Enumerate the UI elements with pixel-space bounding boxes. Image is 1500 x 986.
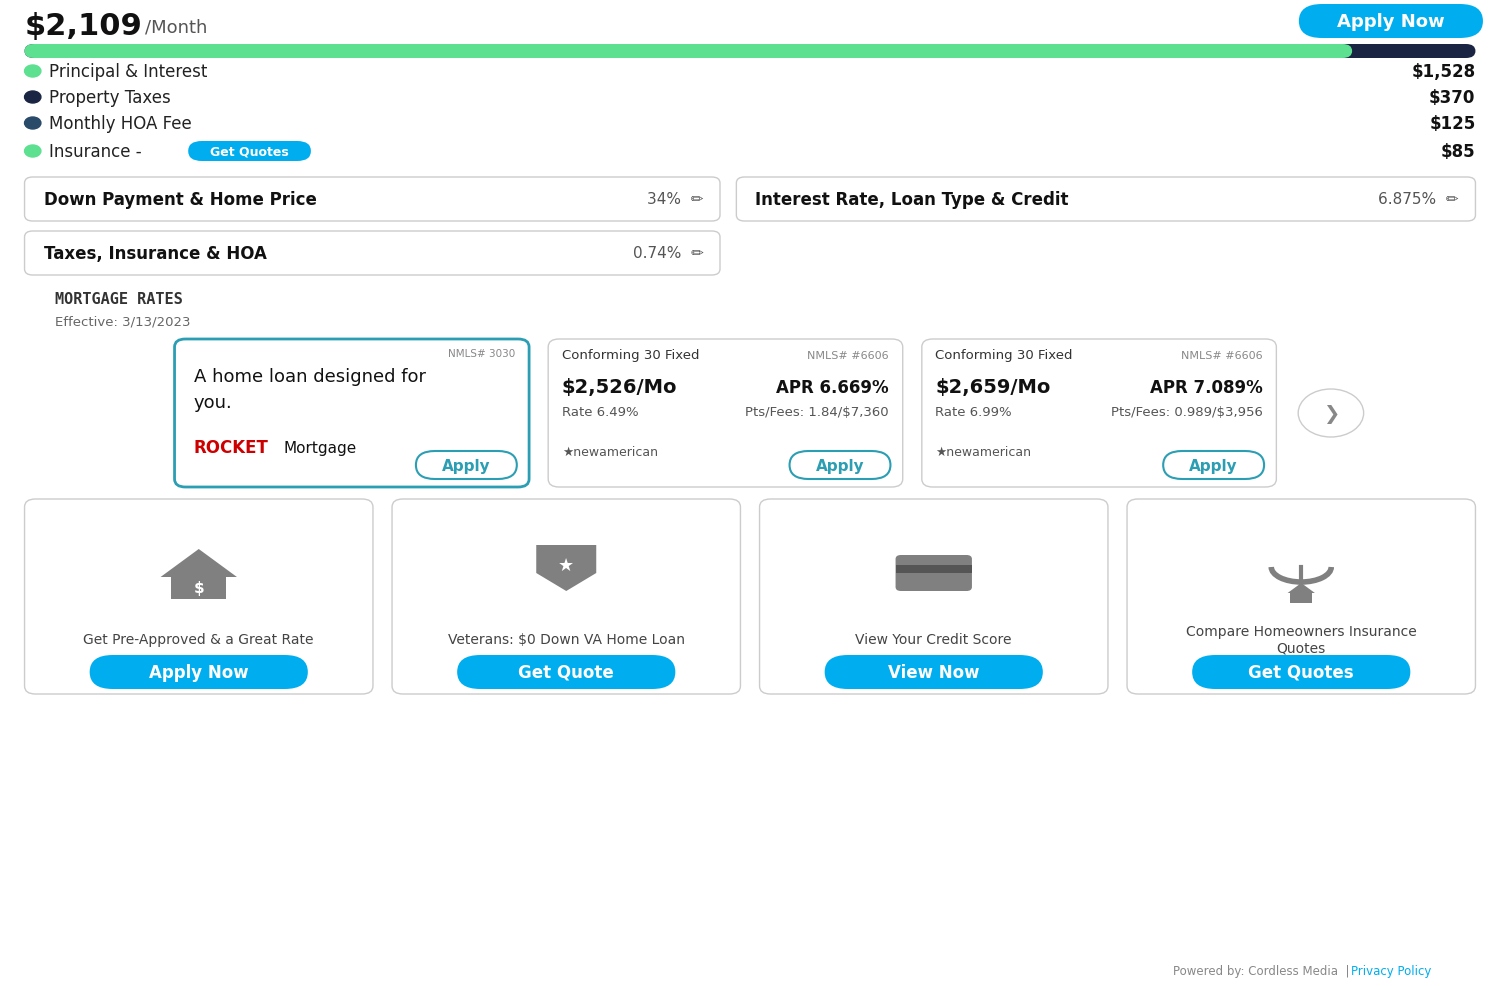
Text: Privacy Policy: Privacy Policy xyxy=(1352,963,1432,976)
Text: Property Taxes: Property Taxes xyxy=(50,89,171,106)
FancyBboxPatch shape xyxy=(922,339,1276,487)
Circle shape xyxy=(24,118,40,130)
Text: 0.74%  ✏: 0.74% ✏ xyxy=(633,246,704,261)
Text: APR 7.089%: APR 7.089% xyxy=(1150,379,1263,396)
Polygon shape xyxy=(537,545,596,592)
FancyBboxPatch shape xyxy=(24,177,720,222)
FancyBboxPatch shape xyxy=(90,656,308,689)
FancyBboxPatch shape xyxy=(171,578,226,599)
FancyBboxPatch shape xyxy=(789,452,891,479)
Text: Apply Now: Apply Now xyxy=(148,664,249,681)
Text: Get Pre-Approved & a Great Rate: Get Pre-Approved & a Great Rate xyxy=(84,632,314,647)
FancyBboxPatch shape xyxy=(896,555,972,592)
Text: NMLS# #6606: NMLS# #6606 xyxy=(1180,351,1263,361)
Polygon shape xyxy=(160,549,237,578)
Text: Rate 6.49%: Rate 6.49% xyxy=(562,405,639,418)
Text: $2,526/Mo: $2,526/Mo xyxy=(562,378,678,397)
Text: Get Quotes: Get Quotes xyxy=(1248,664,1354,681)
Text: Mortgage: Mortgage xyxy=(284,440,357,455)
FancyBboxPatch shape xyxy=(548,339,903,487)
Text: Principal & Interest: Principal & Interest xyxy=(50,63,207,81)
Text: 6.875%  ✏: 6.875% ✏ xyxy=(1378,192,1460,207)
FancyBboxPatch shape xyxy=(174,339,530,487)
Text: 34%  ✏: 34% ✏ xyxy=(646,192,704,207)
Text: Apply Now: Apply Now xyxy=(1336,13,1444,31)
Polygon shape xyxy=(1287,584,1316,594)
Text: NMLS# #6606: NMLS# #6606 xyxy=(807,351,889,361)
Circle shape xyxy=(24,146,40,158)
Text: Apply: Apply xyxy=(1190,458,1237,473)
Text: Apply: Apply xyxy=(816,458,864,473)
Text: ★newamerican: ★newamerican xyxy=(562,445,658,458)
Text: ❯: ❯ xyxy=(1323,404,1340,423)
Text: ROCKET: ROCKET xyxy=(194,439,268,457)
FancyBboxPatch shape xyxy=(759,500,1108,694)
Text: Get Quotes: Get Quotes xyxy=(210,145,290,159)
Text: Apply: Apply xyxy=(442,458,491,473)
FancyBboxPatch shape xyxy=(1126,500,1476,694)
FancyBboxPatch shape xyxy=(1290,594,1312,603)
Text: Down Payment & Home Price: Down Payment & Home Price xyxy=(44,191,316,209)
Text: Pts/Fees: 0.989/$3,956: Pts/Fees: 0.989/$3,956 xyxy=(1112,405,1263,418)
FancyBboxPatch shape xyxy=(24,45,1476,59)
Text: View Now: View Now xyxy=(888,664,980,681)
Text: $1,528: $1,528 xyxy=(1412,63,1476,81)
Circle shape xyxy=(24,66,40,78)
Text: View Your Credit Score: View Your Credit Score xyxy=(855,632,1012,647)
Text: Compare Homeowners Insurance
Quotes: Compare Homeowners Insurance Quotes xyxy=(1186,624,1416,655)
Text: Taxes, Insurance & HOA: Taxes, Insurance & HOA xyxy=(44,245,267,262)
Text: Pts/Fees: 1.84/$7,360: Pts/Fees: 1.84/$7,360 xyxy=(746,405,890,418)
Text: ★: ★ xyxy=(558,556,574,575)
FancyBboxPatch shape xyxy=(896,565,972,574)
Text: MORTGAGE RATES: MORTGAGE RATES xyxy=(54,292,183,308)
Text: Effective: 3/13/2023: Effective: 3/13/2023 xyxy=(54,316,190,328)
FancyBboxPatch shape xyxy=(392,500,741,694)
Text: Conforming 30 Fixed: Conforming 30 Fixed xyxy=(562,349,699,362)
Text: Powered by: Cordless Media  |: Powered by: Cordless Media | xyxy=(1173,963,1348,976)
Text: $2,109: $2,109 xyxy=(24,13,142,41)
Text: $85: $85 xyxy=(1442,143,1476,161)
FancyBboxPatch shape xyxy=(24,500,374,694)
Circle shape xyxy=(1298,389,1364,438)
Text: $2,659/Mo: $2,659/Mo xyxy=(936,378,1052,397)
FancyBboxPatch shape xyxy=(24,232,720,276)
Text: $125: $125 xyxy=(1430,115,1476,133)
Text: NMLS# 3030: NMLS# 3030 xyxy=(448,349,516,359)
Circle shape xyxy=(24,92,40,104)
Text: Monthly HOA Fee: Monthly HOA Fee xyxy=(50,115,192,133)
Text: Insurance -: Insurance - xyxy=(50,143,147,161)
Text: /Month: /Month xyxy=(144,19,207,36)
Text: APR 6.669%: APR 6.669% xyxy=(777,379,889,396)
FancyBboxPatch shape xyxy=(1192,656,1410,689)
Text: Rate 6.99%: Rate 6.99% xyxy=(936,405,1013,418)
FancyBboxPatch shape xyxy=(458,656,675,689)
FancyBboxPatch shape xyxy=(188,142,310,162)
FancyBboxPatch shape xyxy=(416,452,518,479)
Text: ★newamerican: ★newamerican xyxy=(936,445,1032,458)
FancyBboxPatch shape xyxy=(736,177,1476,222)
FancyBboxPatch shape xyxy=(1299,5,1484,39)
FancyBboxPatch shape xyxy=(1162,452,1264,479)
Text: A home loan designed for
you.: A home loan designed for you. xyxy=(194,368,426,412)
Text: Interest Rate, Loan Type & Credit: Interest Rate, Loan Type & Credit xyxy=(756,191,1070,209)
Text: Veterans: $0 Down VA Home Loan: Veterans: $0 Down VA Home Loan xyxy=(447,632,684,647)
Text: Get Quote: Get Quote xyxy=(519,664,614,681)
Text: Conforming 30 Fixed: Conforming 30 Fixed xyxy=(936,349,1072,362)
FancyBboxPatch shape xyxy=(825,656,1042,689)
Text: $: $ xyxy=(194,581,204,596)
FancyBboxPatch shape xyxy=(24,45,1352,59)
Text: $370: $370 xyxy=(1430,89,1476,106)
